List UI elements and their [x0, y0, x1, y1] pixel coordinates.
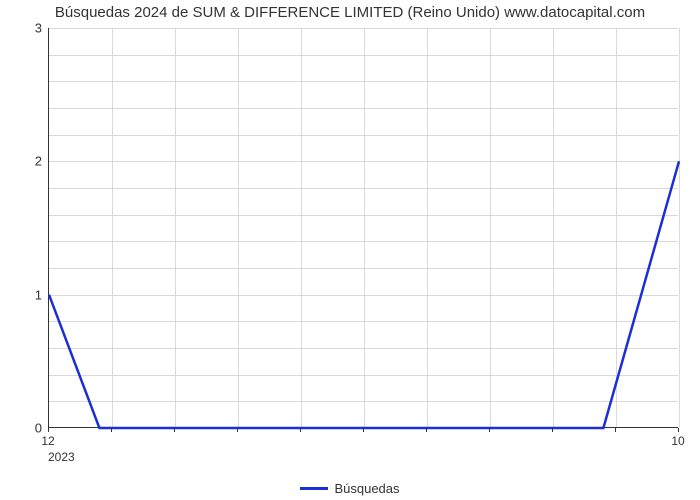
x-tick-mark — [678, 428, 679, 432]
y-tick-label: 2 — [12, 154, 42, 169]
x-tick-mark — [300, 428, 301, 432]
line-chart: Búsquedas 2024 de SUM & DIFFERENCE LIMIT… — [0, 0, 700, 500]
y-tick-label: 1 — [12, 287, 42, 302]
legend: Búsquedas — [0, 480, 700, 496]
x-tick-mark — [48, 428, 49, 432]
x-secondary-label: 2023 — [48, 450, 75, 464]
legend-swatch — [300, 487, 328, 490]
gridline-v — [679, 28, 680, 427]
x-tick-label: 10 — [671, 434, 684, 448]
x-tick-mark — [363, 428, 364, 432]
legend-label: Búsquedas — [334, 481, 399, 496]
series-line — [49, 28, 679, 428]
y-tick-label: 0 — [12, 421, 42, 436]
y-tick-label: 3 — [12, 21, 42, 36]
x-tick-mark — [552, 428, 553, 432]
x-tick-mark — [426, 428, 427, 432]
x-tick-mark — [111, 428, 112, 432]
x-tick-mark — [489, 428, 490, 432]
x-tick-mark — [237, 428, 238, 432]
plot-area — [48, 28, 678, 428]
chart-title: Búsquedas 2024 de SUM & DIFFERENCE LIMIT… — [0, 4, 700, 21]
x-tick-mark — [174, 428, 175, 432]
x-tick-mark — [615, 428, 616, 432]
x-tick-label: 12 — [41, 434, 54, 448]
